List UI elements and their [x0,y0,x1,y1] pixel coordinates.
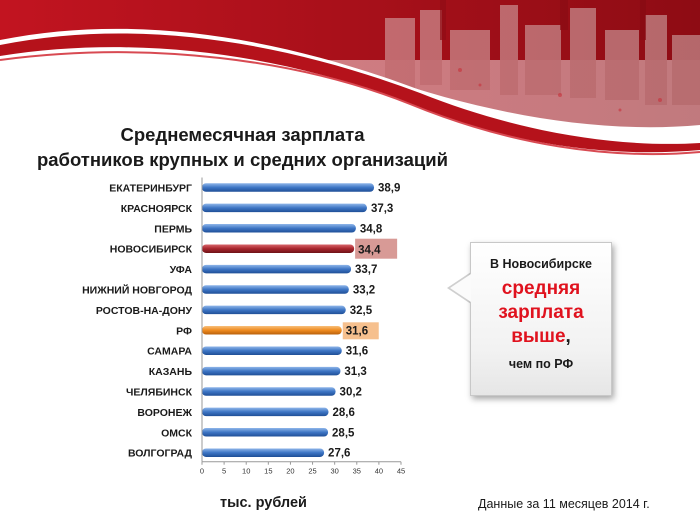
value-label-highlight-bg [355,238,398,259]
decorative-banner [0,0,700,180]
x-tick-label: 35 [353,467,361,476]
callout-comma: , [565,326,571,347]
x-tick-label: 20 [286,467,294,476]
data-period-note: Данные за 11 месяцев 2014 г. [478,497,650,511]
x-tick-label: 10 [242,467,250,476]
x-tick-label: 5 [222,467,226,476]
callout-line1: В Новосибирске [490,257,592,271]
value-label: 28,5 [332,427,355,439]
bar [202,428,329,437]
category-label: КАЗАНЬ [149,366,193,378]
category-label: ВОРОНЕЖ [137,407,192,419]
callout-pointer-fill [450,274,471,302]
callout-line4-wrap: выше, [471,325,611,349]
callout-box: В Новосибирске средняя зарплата выше, че… [470,242,612,396]
x-tick-label: 45 [397,467,405,476]
x-tick-label: 40 [375,467,383,476]
category-label: ЕКАТЕРИНБУРГ [109,183,192,195]
x-tick-label: 15 [264,467,272,476]
category-label: ПЕРМЬ [154,223,192,235]
value-label: 37,3 [371,203,393,215]
value-label: 28,6 [332,407,354,419]
bar [202,285,349,294]
bar [202,183,375,192]
value-label: 31,6 [346,325,368,337]
value-label: 31,6 [346,346,368,358]
category-label: ВОЛГОГРАД [128,448,193,460]
bar [202,244,355,253]
chart-title-line2: работников крупных и средних организаций [36,149,449,170]
callout-line2: средняя [501,278,581,299]
bar [202,224,356,233]
value-label-highlight-bg [342,322,379,340]
bar [202,346,342,355]
category-label: КРАСНОЯРСК [121,203,193,215]
bar [202,203,367,213]
callout-line4: выше [511,326,566,347]
x-tick-label: 30 [330,467,338,476]
category-label: НОВОСИБИРСК [110,244,193,256]
bar [202,448,325,457]
bar [202,305,346,315]
bar [202,264,352,274]
category-label: ЧЕЛЯБИНСК [126,387,193,399]
category-label: НИЖНИЙ НОВГОРОД [82,284,192,297]
category-label: САМАРА [147,346,192,358]
value-label: 33,2 [353,285,375,297]
units-label: тыс. рублей [220,495,307,511]
x-tick-label: 25 [308,467,316,476]
callout-line3: зарплата [498,302,584,323]
chart-title-line1: Среднемесячная зарплата [120,124,365,145]
chart-title: Среднемесячная зарплата работников крупн… [10,122,475,172]
value-label: 33,7 [355,264,377,276]
value-label: 27,6 [328,448,350,460]
category-label: РОСТОВ-НА-ДОНУ [96,305,193,317]
bar [202,387,336,396]
value-label: 34,8 [360,223,383,235]
value-label: 30,2 [340,387,362,399]
value-label: 32,5 [350,305,373,317]
bar [202,366,341,376]
bar [202,326,342,335]
value-label: 34,4 [358,245,381,257]
category-label: ОМСК [161,427,192,439]
value-label: 31,3 [344,366,366,378]
value-label: 38,9 [378,183,400,195]
category-label: РФ [176,325,192,337]
callout-line5: чем по РФ [508,357,574,371]
category-label: УФА [170,264,193,276]
callout-emphasis: средняя зарплата выше, [471,277,611,349]
salary-bar-chart: ЕКАТЕРИНБУРГ 38,9 КРАСНОЯРСК 37,3 ПЕРМЬ 34,8 Н… [82,177,405,476]
x-tick-label: 0 [200,467,204,476]
bar [202,407,329,417]
